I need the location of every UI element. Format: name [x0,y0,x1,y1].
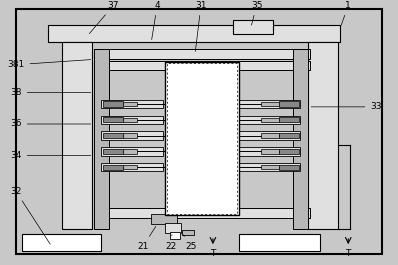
Bar [239,163,300,171]
Bar [123,102,137,106]
Bar [101,100,163,108]
Bar [103,101,123,107]
Bar [101,147,163,156]
Text: 381: 381 [7,60,91,69]
Bar [233,20,273,34]
Bar [182,230,194,235]
Bar [279,117,298,122]
Bar [239,234,320,250]
Text: 22: 22 [166,235,177,250]
Bar [167,63,237,214]
Bar [103,149,123,154]
Bar [239,100,300,108]
Text: T: T [210,249,216,258]
Bar [151,214,177,224]
Text: 25: 25 [183,235,197,250]
Text: 21: 21 [138,227,156,250]
Bar [239,116,300,124]
Bar [279,149,298,154]
Bar [123,149,137,153]
Bar [279,101,298,107]
Text: 4: 4 [152,1,160,39]
Bar [279,165,298,170]
Bar [123,118,137,122]
Bar [94,61,310,70]
Bar [165,223,181,233]
Bar [22,234,101,250]
Bar [123,165,137,169]
Bar [123,134,137,138]
Text: 38: 38 [10,88,91,97]
Text: 36: 36 [10,120,91,129]
Bar [261,118,279,122]
Bar [101,116,163,124]
Bar [261,165,279,169]
Bar [261,149,279,153]
Bar [94,49,109,229]
Bar [94,49,310,59]
Text: 34: 34 [10,151,91,160]
Bar [165,62,239,215]
Text: 35: 35 [251,1,262,25]
Text: T: T [345,249,351,258]
Bar [239,147,300,156]
Bar [239,131,300,140]
Text: 33: 33 [311,102,382,111]
Bar [101,163,163,171]
Bar [103,133,123,138]
Bar [261,134,279,138]
Text: 32: 32 [10,187,50,244]
Bar [170,232,180,239]
Bar [293,49,308,229]
Bar [261,102,279,106]
Bar [94,208,310,218]
Bar [103,165,123,170]
Text: 37: 37 [90,1,119,34]
Bar [48,25,340,42]
Bar [101,131,163,140]
Bar [62,42,92,229]
Text: 31: 31 [195,1,207,51]
Bar [308,42,338,229]
Text: 1: 1 [341,1,351,25]
Bar [279,133,298,138]
Bar [103,117,123,122]
